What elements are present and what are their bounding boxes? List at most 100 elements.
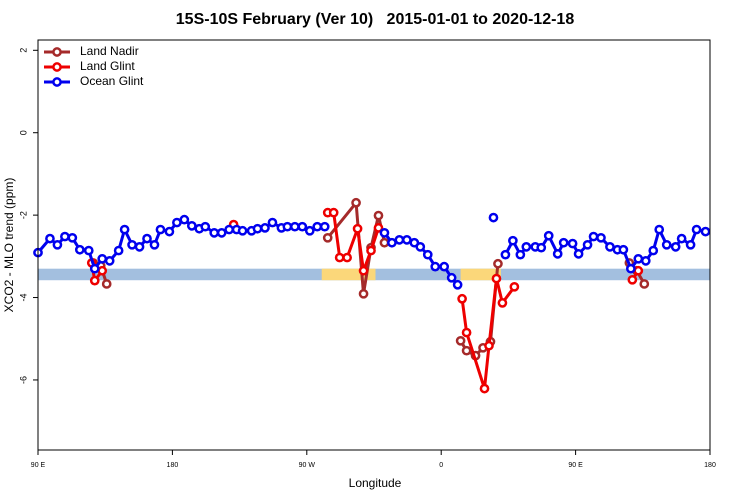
chart-title: 15S-10S February (Ver 10) 2015-01-01 to … (176, 11, 575, 28)
data-point (351, 197, 361, 208)
data-point (101, 279, 112, 289)
data-point (558, 237, 569, 248)
plot-frame (37, 39, 711, 451)
data-point (319, 221, 330, 232)
data-point (260, 223, 270, 233)
data-point (515, 249, 526, 260)
data-point (304, 225, 315, 236)
data-point (461, 327, 472, 338)
data-point (648, 245, 659, 256)
x-tick-label: 180 (704, 462, 716, 469)
land-band (460, 268, 501, 281)
data-point (373, 210, 384, 221)
y-axis-label: XCO2 - MLO trend (ppm) (2, 178, 16, 313)
data-point (164, 226, 175, 237)
data-point (640, 256, 651, 266)
y-tick-label: -4 (18, 294, 28, 302)
data-point (618, 244, 629, 255)
data-point (661, 239, 672, 250)
data-point (455, 335, 466, 346)
series-line (90, 211, 640, 390)
data-point (491, 273, 502, 284)
data-point (497, 298, 508, 308)
y-tick-label: -2 (18, 211, 28, 219)
data-point (430, 261, 441, 272)
data-point (297, 221, 308, 232)
data-point (172, 217, 182, 228)
data-point (379, 227, 390, 238)
data-point (358, 288, 369, 299)
legend-marker (52, 77, 62, 87)
data-point (552, 249, 563, 259)
band-layer (38, 268, 710, 281)
data-point (45, 233, 55, 244)
data-point (52, 239, 63, 250)
x-tick-label: 90 W (299, 462, 316, 469)
data-point (342, 252, 352, 263)
legend-marker (52, 47, 62, 57)
data-point (267, 217, 278, 228)
data-point (104, 256, 115, 266)
legend-label: Land Nadir (80, 44, 139, 58)
data-point (536, 242, 547, 253)
data-point (493, 258, 503, 269)
data-point (676, 233, 687, 244)
data-point (155, 224, 166, 235)
x-tick-label: 90 E (31, 462, 46, 469)
data-point (97, 253, 108, 264)
legend-label: Land Glint (80, 59, 135, 73)
data-point (457, 293, 467, 304)
data-point (639, 279, 650, 289)
legend-label: Ocean Glint (80, 74, 144, 88)
data-point (119, 224, 130, 235)
data-point (521, 242, 532, 252)
y-tick-label: 2 (18, 48, 28, 53)
data-point (379, 237, 390, 248)
data-point (488, 212, 499, 223)
data-point (252, 223, 263, 234)
data-point (446, 272, 457, 283)
y-tick-label: 0 (18, 130, 28, 135)
data-point (200, 221, 211, 232)
x-tick-label: 90 E (568, 462, 583, 469)
data-point (290, 221, 300, 232)
y-tick-label: -6 (18, 376, 28, 384)
data-point (322, 232, 333, 243)
x-tick-label: 0 (439, 462, 443, 469)
data-point (237, 225, 248, 236)
data-point (113, 245, 124, 256)
data-point (573, 249, 584, 259)
data-point (352, 223, 363, 234)
marks-layer (33, 197, 711, 394)
data-point (633, 265, 644, 276)
data-point (402, 234, 412, 245)
data-point (89, 275, 100, 286)
data-point (582, 239, 593, 250)
data-point (67, 232, 78, 243)
data-point (439, 261, 450, 272)
data-point (312, 221, 323, 232)
data-point (83, 245, 94, 256)
data-point (373, 223, 384, 233)
data-point (422, 249, 433, 260)
data-point (626, 263, 636, 274)
data-point (366, 245, 376, 256)
land-band (321, 268, 376, 281)
data-point (224, 224, 234, 235)
data-point (149, 239, 160, 250)
data-point (216, 227, 227, 238)
data-point (334, 252, 345, 263)
data-point (700, 226, 711, 237)
data-point (500, 249, 511, 260)
data-point (209, 227, 220, 238)
data-point (328, 207, 339, 218)
data-point (627, 274, 638, 285)
data-point (588, 231, 599, 242)
x-tick-label: 180 (167, 462, 179, 469)
legend-marker (52, 62, 62, 72)
data-point (508, 235, 518, 246)
data-point (461, 345, 472, 356)
data-point (654, 224, 665, 235)
